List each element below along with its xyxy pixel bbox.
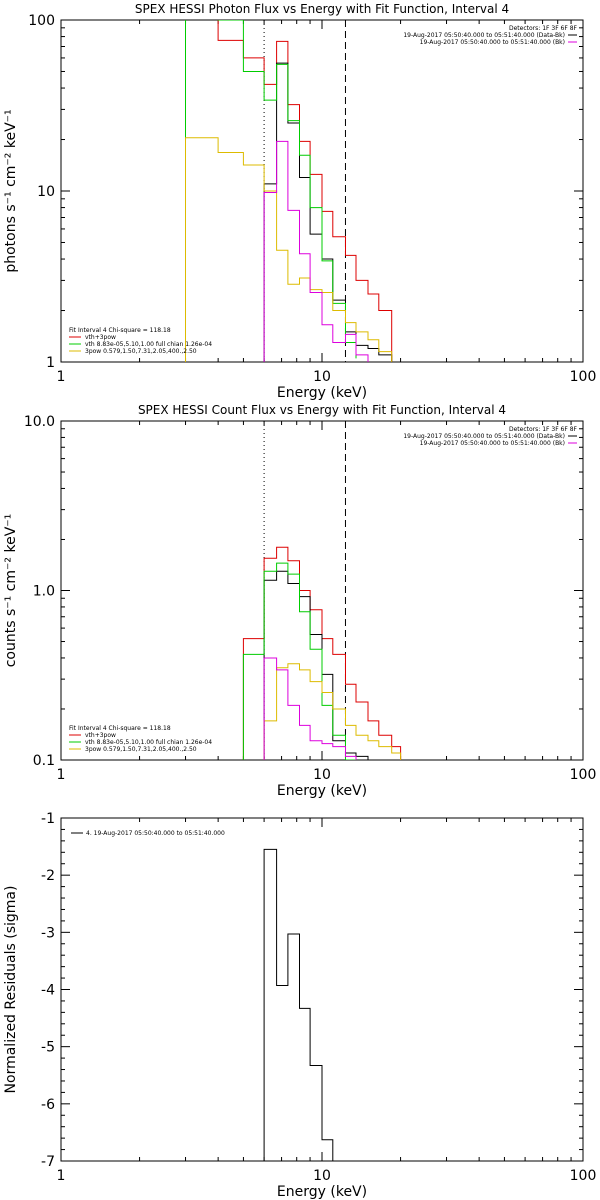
- series-data: [263, 570, 369, 760]
- x-tick-label: 10: [313, 767, 331, 783]
- fit-legend-item: 3pow 0.579,1.50,7.31,2.05,400.,2.50: [85, 746, 197, 753]
- series-data: [263, 848, 346, 1161]
- y-tick-label: 0.1: [33, 753, 55, 769]
- x-tick-label: 10: [313, 1168, 331, 1184]
- fit-legend-header: Fit Interval 4 Chi-square = 118.18: [69, 327, 171, 334]
- x-tick-label: 1: [57, 369, 66, 385]
- legend-item: 19-Aug-2017 05:50:40.000 to 05:51:40.000…: [420, 440, 565, 447]
- fit-legend-item: vth 8.83e-05,5.10,1.00 full chian 1.26e-…: [85, 341, 212, 348]
- legend-item: 19-Aug-2017 05:50:40.000 to 05:51:40.000…: [403, 433, 565, 440]
- y-tick-label: 10: [37, 184, 55, 200]
- fit-legend-item: vth+3pow: [85, 334, 116, 341]
- plot-frame: [60, 420, 584, 761]
- x-tick-label: 100: [570, 767, 597, 783]
- y-axis-label: Normalized Residuals (sigma): [3, 886, 19, 1094]
- y-tick-label: -1: [41, 811, 55, 827]
- chart-panel-1: 1 10 100 1 10 100 SPEX HESSI Photon Flux vs En…: [3, 2, 597, 401]
- series-group: [185, 20, 393, 362]
- chart-title: SPEX HESSI Photon Flux vs Energy with Fi…: [135, 2, 509, 16]
- legend-item: 19-Aug-2017 05:50:40.000 to 05:51:40.000…: [420, 39, 565, 46]
- x-tick-label: 100: [570, 1168, 597, 1184]
- series-total: [242, 546, 402, 760]
- series-powerlaw: [185, 137, 393, 362]
- x-tick-label: 10: [313, 369, 331, 385]
- series-data: [263, 62, 393, 362]
- x-tick-label: 100: [570, 369, 597, 385]
- chart-panel-2: 1 10 100 0.1 1.0 10.0 SPEX HESSI Count Flux vs…: [3, 403, 596, 799]
- series-powerlaw: [263, 663, 402, 760]
- series-total: [185, 20, 393, 362]
- x-axis-label: Energy (keV): [277, 783, 367, 799]
- legend-header: Detectors: 1F 3F 6F 8F: [509, 426, 578, 433]
- y-tick-label: -2: [41, 868, 55, 884]
- series-group: [263, 848, 346, 1161]
- fit-legend-header: Fit Interval 4 Chi-square = 118.18: [69, 725, 171, 732]
- y-axis-label: counts s⁻¹ cm⁻² keV⁻¹: [3, 514, 19, 668]
- legend-item: 19-Aug-2017 05:50:40.000 to 05:51:40.000…: [403, 32, 565, 39]
- y-tick-label: -7: [41, 1154, 55, 1170]
- series-thermal: [185, 20, 357, 362]
- y-tick-label: 1.0: [33, 584, 55, 600]
- fit-legend-item: 3pow 0.579,1.50,7.31,2.05,400.,2.50: [85, 348, 197, 355]
- y-axis-label: photons s⁻¹ cm⁻² keV⁻¹: [3, 109, 19, 272]
- y-tick-label: -4: [41, 983, 55, 999]
- series-background: [263, 140, 369, 362]
- y-tick-label: -3: [41, 925, 55, 941]
- y-tick-label: -6: [41, 1097, 55, 1113]
- chart-panel-3: 1 10 100 -7 -6 -5 -4 -3 -2 -1 Energy (keV) Normaliz…: [3, 811, 596, 1200]
- y-tick-label: 1: [46, 355, 55, 371]
- series-thermal: [242, 562, 357, 760]
- fit-legend-item: vth 8.83e-05,5.10,1.00 full chian 1.26e-…: [85, 739, 212, 746]
- series-group: [242, 546, 402, 760]
- x-tick-label: 1: [57, 1168, 66, 1184]
- y-tick-label: -5: [41, 1040, 55, 1056]
- x-axis-label: Energy (keV): [277, 385, 367, 401]
- fit-legend-item: vth+3pow: [85, 732, 116, 739]
- y-tick-label: 10.0: [24, 414, 55, 430]
- x-axis-label: Energy (keV): [277, 1184, 367, 1200]
- legend-header: Detectors: 1F 3F 6F 8F: [509, 25, 578, 32]
- series-background: [263, 657, 357, 760]
- legend-item: 4. 19-Aug-2017 05:50:40.000 to 05:51:40.…: [86, 830, 225, 837]
- y-tick-label: 100: [28, 13, 55, 29]
- chart-title: SPEX HESSI Count Flux vs Energy with Fit…: [138, 403, 506, 417]
- x-tick-label: 1: [57, 767, 66, 783]
